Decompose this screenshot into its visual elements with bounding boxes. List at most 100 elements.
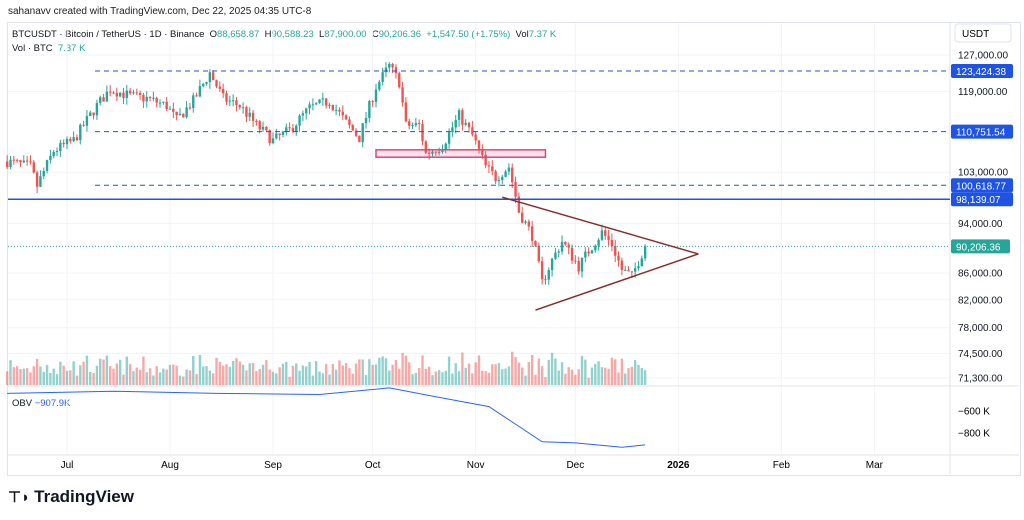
volume-bar <box>138 369 142 385</box>
chart-frame[interactable] <box>7 22 1021 476</box>
high-value: 90,588.23 <box>271 29 314 40</box>
candle-body <box>587 251 590 254</box>
volume-bar <box>411 374 414 385</box>
candle-body <box>15 160 19 162</box>
candle-body <box>511 167 514 183</box>
volume-bar <box>364 375 368 385</box>
volume-indicator-label[interactable]: Vol · BTC <box>12 43 53 54</box>
volume-bar <box>175 365 178 385</box>
close-value: 90,206.36 <box>378 29 421 40</box>
candle-body <box>52 151 55 156</box>
candle-body <box>305 108 308 114</box>
volume-bar <box>92 372 95 385</box>
volume-bar <box>168 364 172 385</box>
volume-bar <box>344 363 348 385</box>
candle-body <box>574 260 577 262</box>
candle-body <box>25 160 29 162</box>
obv-value: −907.9K <box>34 398 71 409</box>
volume-bar <box>547 359 550 385</box>
time-tick-label: 2026 <box>667 460 690 471</box>
obv-legend: OBV −907.9K <box>12 398 70 409</box>
volume-bar <box>384 358 388 385</box>
volume-bar <box>158 372 162 385</box>
volume-bar <box>627 368 630 385</box>
volume-bar <box>311 375 315 385</box>
candle-body <box>95 102 99 116</box>
candle-body <box>278 133 281 136</box>
candle-body <box>643 246 647 259</box>
volume-bar <box>560 362 564 385</box>
volume-bar <box>178 375 182 385</box>
volume-bar <box>381 356 384 385</box>
volume-bar <box>471 373 474 385</box>
volume-bar <box>278 367 281 385</box>
low-label: L <box>319 29 325 40</box>
candle-body <box>241 107 245 109</box>
volume-bar <box>580 355 584 385</box>
price-tick-label: 127,000.00 <box>958 51 1008 62</box>
volume-bar <box>527 361 531 385</box>
price-level-badge <box>951 63 1013 78</box>
volume-bar <box>125 356 129 385</box>
volume-bar <box>221 365 225 385</box>
candle-body <box>172 108 175 112</box>
candle-body <box>527 221 531 227</box>
time-tick-label: Feb <box>773 460 791 471</box>
price-tick-label: 103,000.00 <box>958 168 1008 179</box>
candle-body <box>604 230 607 236</box>
time-tick-label: Nov <box>467 460 485 471</box>
volume-bar <box>291 365 295 385</box>
volume-bar <box>318 371 321 385</box>
symbol-title[interactable]: BTCUSDT · Bitcoin / TetherUS · 1D · Bina… <box>12 29 205 40</box>
candle-body <box>514 182 517 197</box>
candle-body <box>444 143 447 151</box>
volume-bar <box>514 357 517 385</box>
candle-body <box>288 127 291 129</box>
candle-body <box>108 91 112 93</box>
candle-body <box>221 88 225 94</box>
volume-bar <box>145 372 148 385</box>
candle-body <box>311 104 315 106</box>
volume-bar <box>19 369 22 385</box>
candle-body <box>285 127 288 132</box>
volume-bar <box>202 366 205 385</box>
volume-bar <box>42 371 45 385</box>
low-value: 87,900.00 <box>324 29 367 40</box>
candle-body <box>245 107 248 117</box>
candle-body <box>188 107 192 109</box>
volume-bar <box>261 364 265 385</box>
volume-bar <box>604 367 607 385</box>
volume-bar <box>165 369 168 385</box>
volume-bar <box>5 371 9 385</box>
volume-bar <box>238 361 241 385</box>
candle-body <box>398 73 401 88</box>
volume-bar <box>89 371 92 385</box>
volume-bar <box>610 357 614 385</box>
candle-body <box>564 241 567 245</box>
candle-body <box>451 127 454 133</box>
volume-bar <box>427 366 431 385</box>
volume-bar <box>195 374 198 385</box>
candle-body <box>338 109 341 112</box>
candle-body <box>457 110 461 120</box>
candle-body <box>620 260 624 271</box>
obv-label[interactable]: OBV <box>12 398 33 409</box>
volume-bar <box>52 368 55 385</box>
candle-body <box>394 67 398 74</box>
price-level-badge <box>951 192 1013 207</box>
volume-bar <box>182 376 185 385</box>
candle-body <box>321 98 325 100</box>
candle-body <box>481 148 484 155</box>
candle-body <box>358 135 361 143</box>
candle-body <box>520 212 524 223</box>
volume-bar <box>594 363 597 385</box>
volume-bar <box>15 366 19 385</box>
candle-body <box>205 82 208 84</box>
candle-body <box>85 116 89 126</box>
volume-bar <box>225 364 228 385</box>
candle-body <box>501 176 504 181</box>
volume-bar <box>424 368 428 385</box>
vol-label: Vol <box>515 29 529 40</box>
candle-body <box>215 80 218 87</box>
